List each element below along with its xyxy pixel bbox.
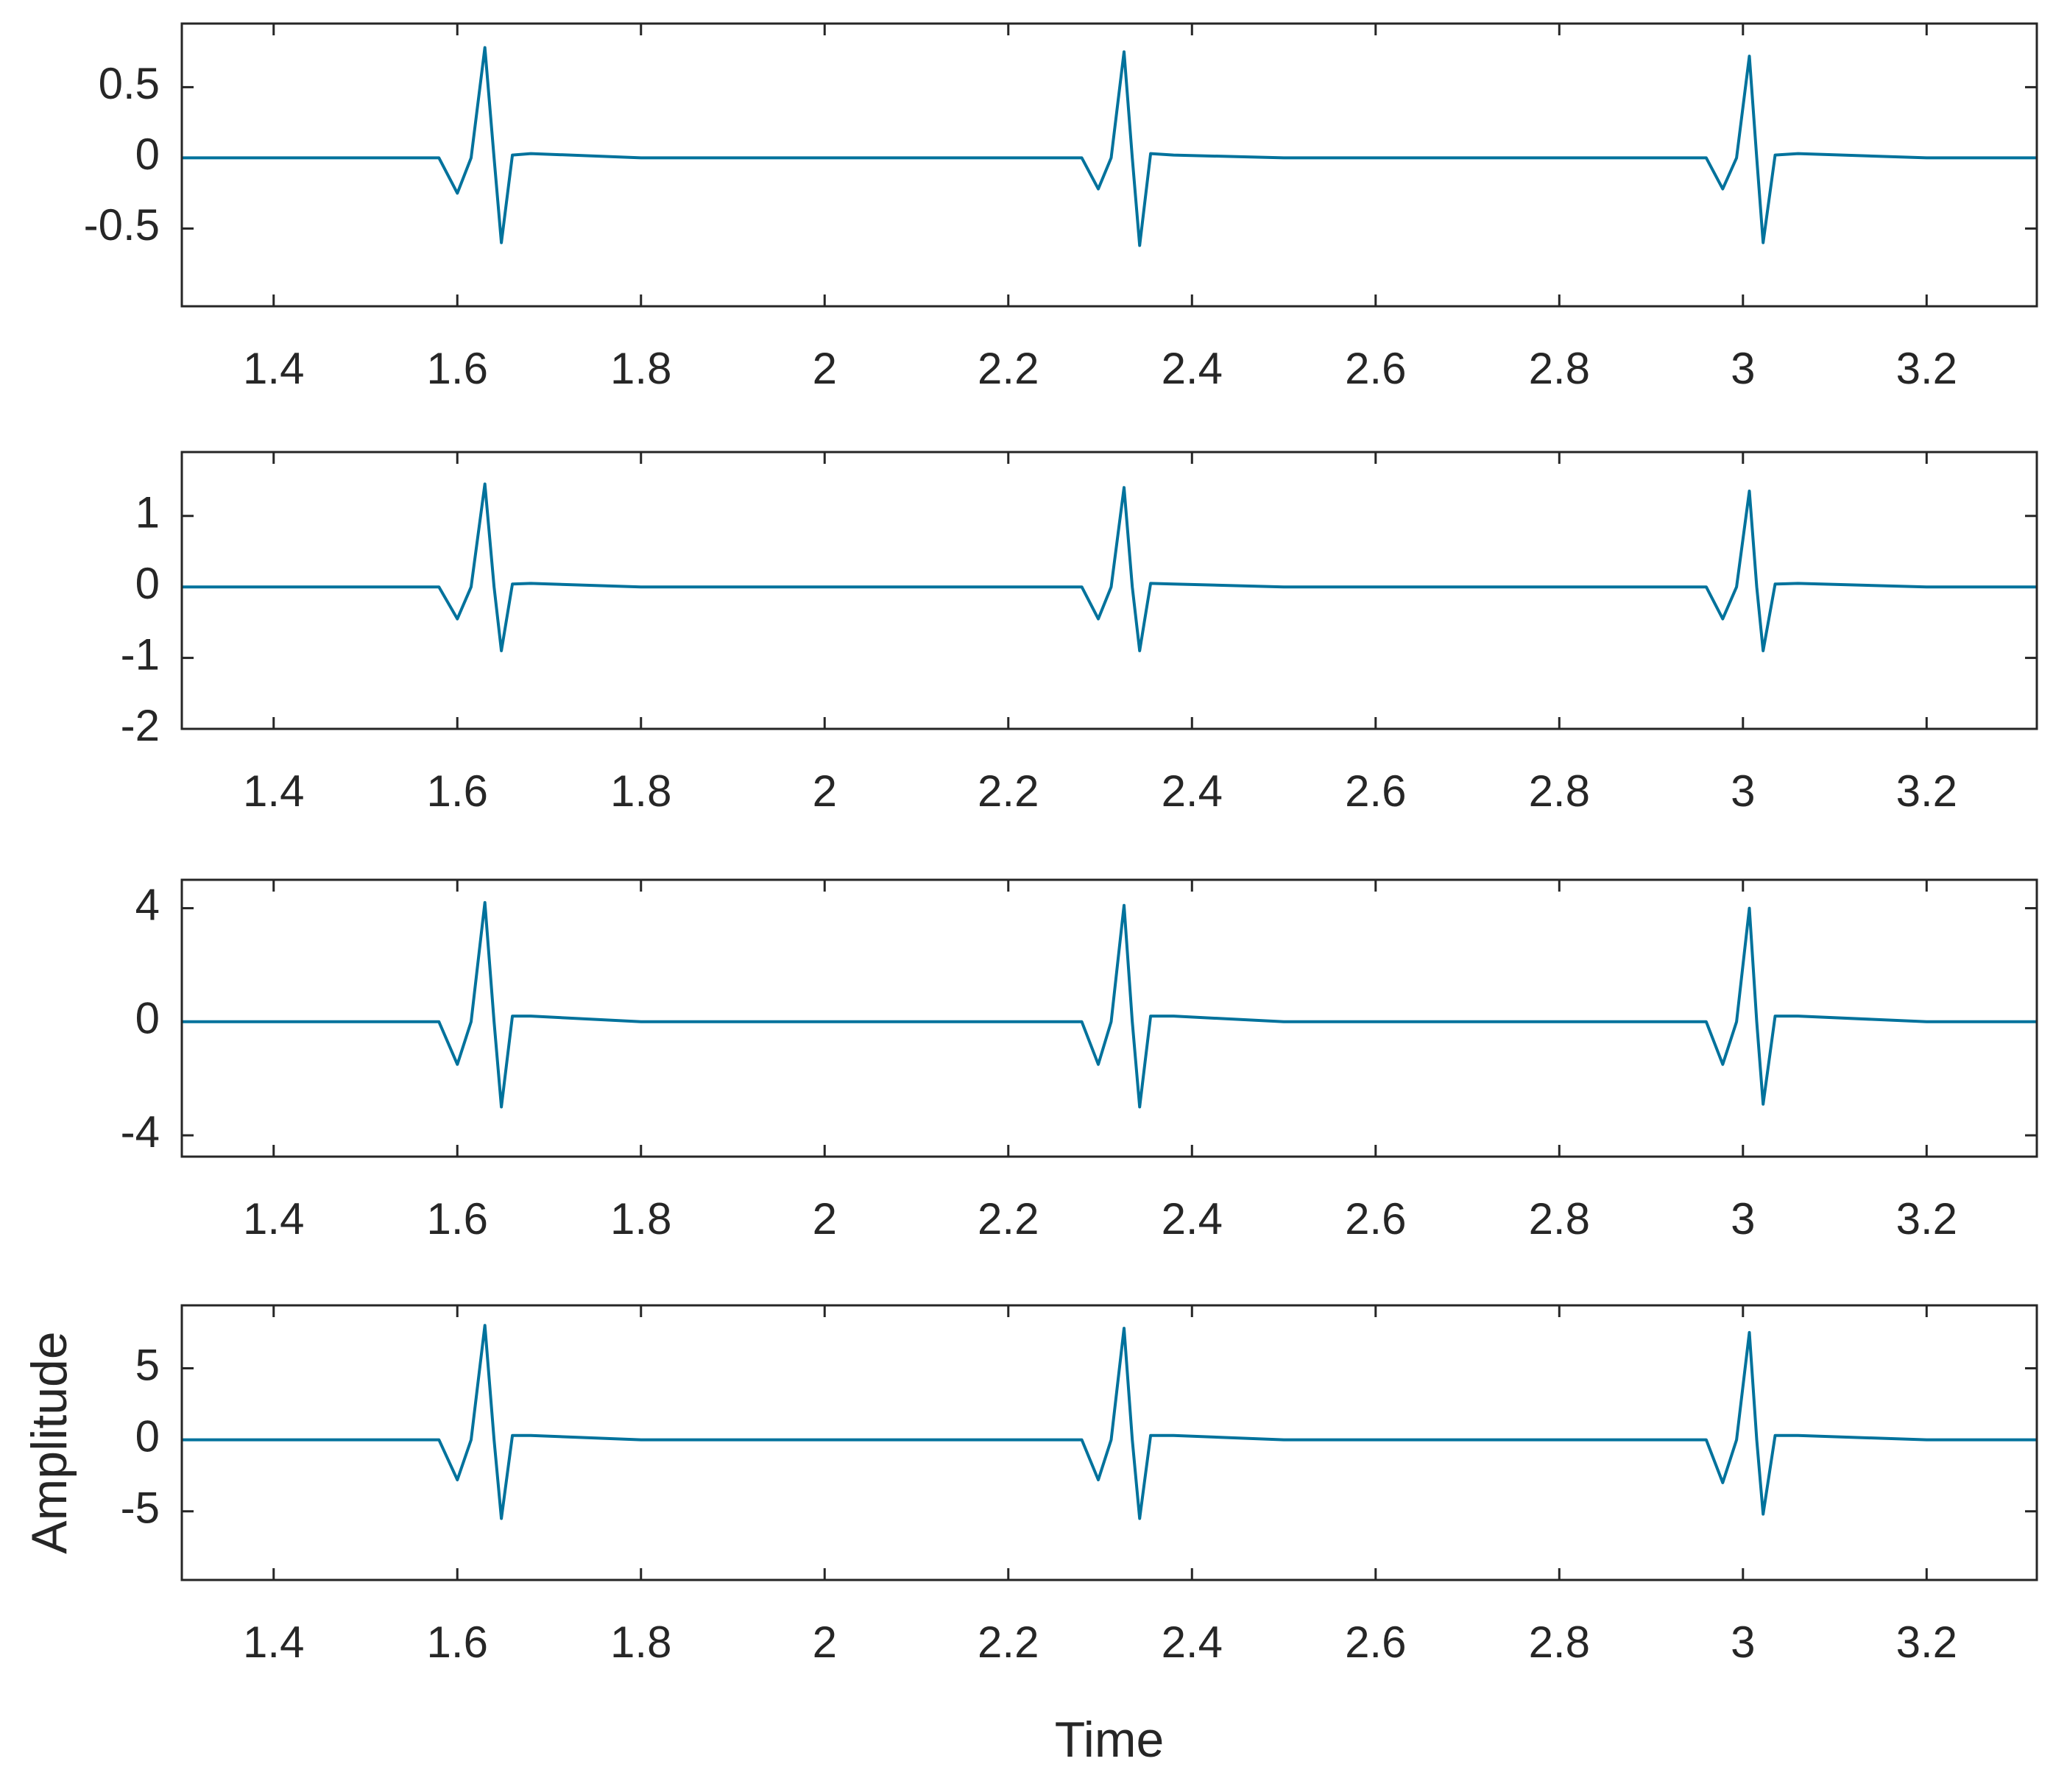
y-axis-label: Amplitude (21, 1331, 77, 1553)
x-tick-label: 3.2 (1896, 1194, 1957, 1244)
x-tick-label: 2.4 (1162, 766, 1223, 816)
x-tick-label: 3 (1731, 1618, 1755, 1667)
x-tick-label: 2 (813, 1194, 837, 1244)
x-tick-label: 1.8 (610, 1618, 671, 1667)
x-tick-label: 2 (813, 766, 837, 816)
x-tick-label: 2.8 (1529, 344, 1590, 393)
x-tick-label: 2.2 (978, 766, 1039, 816)
y-tick-label: 0 (135, 1411, 160, 1461)
x-tick-label: 2.8 (1529, 1618, 1590, 1667)
y-tick-label: 0.5 (99, 59, 160, 108)
axes-box (180, 878, 2038, 1158)
x-tick-label: 1.6 (427, 1618, 488, 1667)
x-tick-label: 1.6 (427, 344, 488, 393)
signal-line (182, 1324, 2037, 1520)
y-tick-label: 0 (135, 994, 160, 1043)
x-tick-label: 1.6 (427, 1194, 488, 1244)
axes-background (182, 880, 2037, 1157)
x-tick-label: 3.2 (1896, 766, 1957, 816)
x-tick-label: 1.8 (610, 344, 671, 393)
x-tick-label: 2 (813, 344, 837, 393)
x-tick-label: 2.8 (1529, 1194, 1590, 1244)
axes-box (180, 451, 2038, 730)
y-tick-label: 0 (135, 130, 160, 179)
x-tick-label: 2.6 (1345, 344, 1406, 393)
signal-line (182, 900, 2037, 1109)
x-tick-label: 3 (1731, 344, 1755, 393)
x-tick-label: 1.4 (243, 1618, 304, 1667)
x-tick-label: 2.4 (1162, 1618, 1223, 1667)
x-tick-label: 2.4 (1162, 1194, 1223, 1244)
y-tick-label: 0 (135, 559, 160, 608)
x-tick-label: 1.6 (427, 766, 488, 816)
x-tick-label: 2.6 (1345, 1194, 1406, 1244)
y-tick-label: 4 (135, 880, 160, 929)
x-tick-label: 1.4 (243, 1194, 304, 1244)
x-axis-label: Time (1055, 1712, 1165, 1768)
y-tick-label: 5 (135, 1340, 160, 1389)
x-tick-label: 3 (1731, 1194, 1755, 1244)
x-tick-label: 3.2 (1896, 344, 1957, 393)
y-tick-label: -5 (121, 1484, 160, 1533)
x-tick-label: 1.8 (610, 766, 671, 816)
x-tick-label: 2.2 (978, 344, 1039, 393)
x-tick-label: 2.6 (1345, 766, 1406, 816)
axes-box (180, 1304, 2038, 1581)
y-tick-label: -4 (121, 1107, 160, 1157)
signal-line (182, 46, 2037, 247)
x-tick-label: 2.4 (1162, 344, 1223, 393)
axes-box (180, 22, 2038, 308)
y-tick-label: -2 (121, 701, 160, 750)
x-tick-label: 1.4 (243, 344, 304, 393)
y-tick-label: -0.5 (84, 200, 160, 250)
signal-line (182, 482, 2037, 652)
x-tick-label: 3.2 (1896, 1618, 1957, 1667)
x-tick-label: 3 (1731, 766, 1755, 816)
x-tick-label: 1.4 (243, 766, 304, 816)
x-tick-label: 1.8 (610, 1194, 671, 1244)
x-tick-label: 2.2 (978, 1618, 1039, 1667)
x-tick-label: 2 (813, 1618, 837, 1667)
y-tick-label: -1 (121, 629, 160, 679)
x-tick-label: 2.8 (1529, 766, 1590, 816)
x-tick-label: 2.6 (1345, 1618, 1406, 1667)
x-tick-label: 2.2 (978, 1194, 1039, 1244)
y-tick-label: 1 (135, 488, 160, 537)
